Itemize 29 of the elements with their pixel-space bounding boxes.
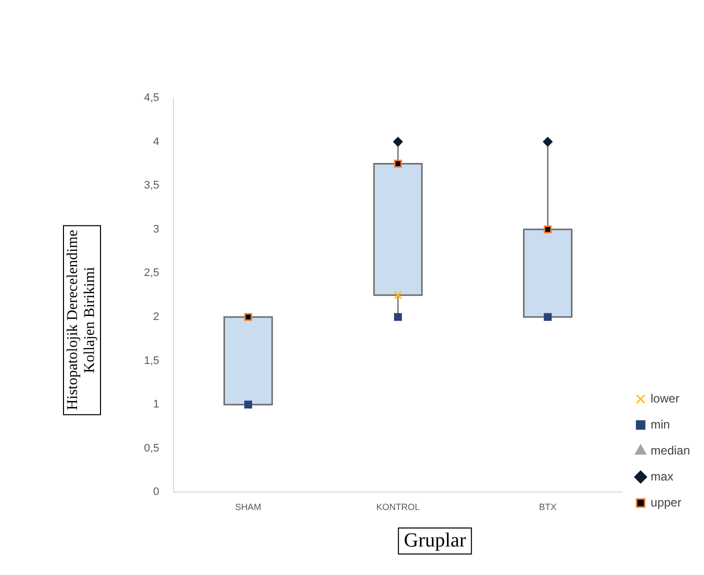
point xyxy=(394,313,402,321)
point xyxy=(543,137,552,147)
point xyxy=(544,225,552,234)
x-tick-label: SHAM xyxy=(235,502,262,512)
legend-label: min xyxy=(650,417,670,432)
point xyxy=(244,400,252,409)
y-tick-label: 0 xyxy=(153,486,160,498)
x-axis-title: Gruplar xyxy=(398,528,472,554)
point xyxy=(544,313,552,321)
y-tick-label: 2 xyxy=(153,311,160,324)
point xyxy=(394,160,402,168)
y-tick-label: 1,5 xyxy=(144,354,160,367)
y-tick-label: 4,5 xyxy=(144,92,160,104)
y-tick-label: 4 xyxy=(153,136,160,148)
point xyxy=(394,290,402,300)
legend-label: max xyxy=(650,469,674,484)
point xyxy=(393,137,403,147)
y-tick-label: 3 xyxy=(153,223,160,236)
y-tick-label: 1 xyxy=(153,398,160,411)
legend-label: upper xyxy=(650,495,682,510)
legend-label: lower xyxy=(650,391,680,406)
x-tick-label: BTX xyxy=(538,502,557,512)
point xyxy=(244,313,252,321)
y-tick-label: 2,5 xyxy=(144,267,160,280)
y-tick-label: 0,5 xyxy=(144,442,160,454)
legend-label: median xyxy=(650,443,690,458)
x-tick-label: KONTROL xyxy=(376,502,420,512)
y-tick-label: 3,5 xyxy=(144,180,160,192)
y-axis-title: Histopatolojik Derecelendime Kollajen Birikimi xyxy=(63,224,101,416)
